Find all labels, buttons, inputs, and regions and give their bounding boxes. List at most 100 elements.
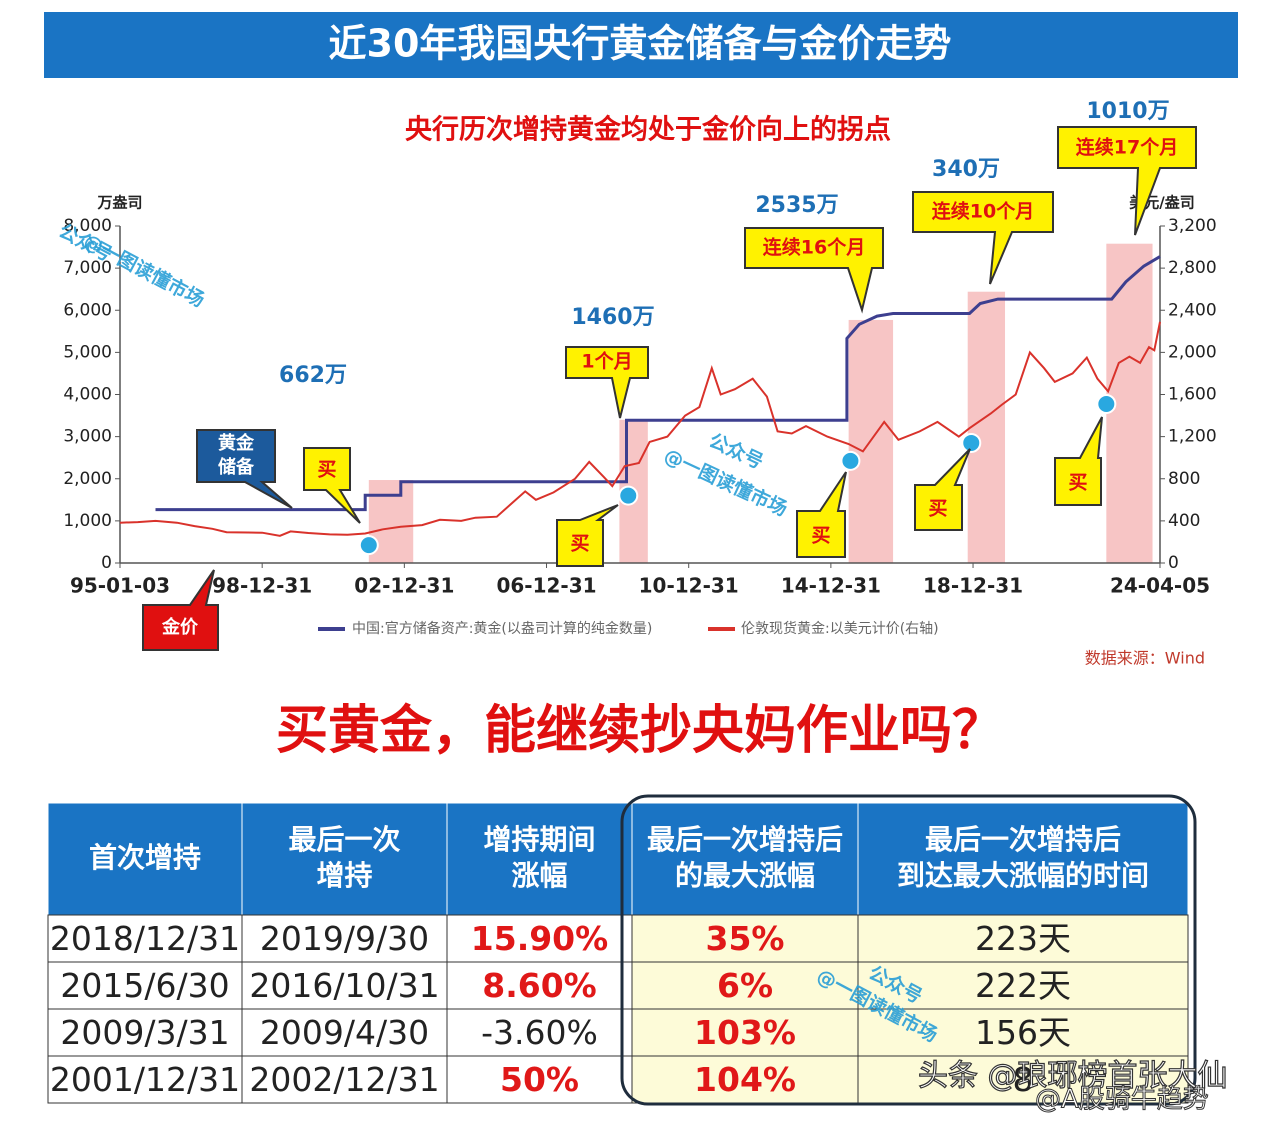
x-tick-label: 06-12-31 xyxy=(496,574,596,598)
header-text: 最后一次增持后 xyxy=(925,823,1121,856)
y2-tick-label: 1,600 xyxy=(1168,385,1217,405)
question: 买黄金，能继续抄央妈作业吗？ xyxy=(276,701,1004,761)
y2-tick-label: 800 xyxy=(1168,469,1200,489)
reserve-tag-text: 储备 xyxy=(217,456,255,478)
cell xyxy=(241,1055,448,1104)
x-tick-label: 18-12-31 xyxy=(923,574,1023,598)
y-tick-label: 0 xyxy=(101,553,112,573)
header-text: 最后一次增持后 xyxy=(647,823,843,856)
amount: 340万 xyxy=(932,157,1000,182)
title: 近30年我国央行黄金储备与金价走势 xyxy=(329,22,952,66)
cell-text: 2019/9/30 xyxy=(260,919,429,958)
cell xyxy=(446,1055,633,1104)
cell-text: 15.90% xyxy=(471,919,608,958)
cell xyxy=(446,914,633,963)
cell-text: 2009/4/30 xyxy=(260,1013,429,1052)
header-text: 到达最大涨幅的时间 xyxy=(897,859,1149,892)
cell xyxy=(241,1008,448,1057)
cell-text: 2018/12/31 xyxy=(50,919,240,958)
callout: 连续17个月 xyxy=(1076,136,1178,159)
callout-box xyxy=(744,227,884,314)
y2-tick-label: 2,400 xyxy=(1168,300,1217,320)
y-tick-label: 2,000 xyxy=(63,469,112,489)
cell xyxy=(446,1008,633,1057)
buy-label: 买 xyxy=(928,498,947,520)
title-banner xyxy=(44,12,1238,78)
buy-label: 买 xyxy=(1068,472,1087,494)
cell-text: 8.60% xyxy=(482,966,597,1005)
price-tag xyxy=(142,569,219,651)
highlight-band xyxy=(967,291,1006,563)
footer-watermark: 头条 @琅琊榜首张大仙 xyxy=(918,1059,1228,1094)
amount: 2535万 xyxy=(755,193,838,218)
y2-tick-label: 3,200 xyxy=(1168,216,1217,236)
table: 首次增持最后一次增持增持期间涨幅最后一次增持后的最大涨幅最后一次增持后到达最大涨… xyxy=(47,802,1189,1104)
header-text: 最后一次 xyxy=(288,823,400,856)
cell xyxy=(857,961,1189,1010)
callout: 连续10个月 xyxy=(932,200,1034,223)
y-tick-label: 6,000 xyxy=(63,300,112,320)
cell xyxy=(47,1055,243,1104)
cell-text: 2009/3/31 xyxy=(60,1013,229,1052)
buy-marker xyxy=(618,485,639,506)
y-tick-label: 7,000 xyxy=(63,258,112,278)
header-cell xyxy=(857,802,1189,916)
y-tick-label: 1,000 xyxy=(63,511,112,531)
cell-text: 50% xyxy=(500,1060,579,1099)
callout: 连续16个月 xyxy=(763,236,865,259)
header-text: 的最大涨幅 xyxy=(675,859,815,892)
source: 数据来源：Wind xyxy=(1085,649,1205,668)
header-text: 增持 xyxy=(316,859,372,892)
cell xyxy=(857,1008,1189,1057)
cell xyxy=(241,914,448,963)
x-tick-label: 95-01-03 xyxy=(70,574,170,598)
reserve-tag xyxy=(196,429,293,509)
legend-label: 伦敦现货黄金:以美元计价(右轴) xyxy=(741,620,939,637)
buy-box xyxy=(556,504,619,567)
cell xyxy=(241,961,448,1010)
series-line xyxy=(119,321,1161,537)
cell-text: 223天 xyxy=(975,919,1071,958)
cell-text: 104% xyxy=(694,1060,796,1099)
header-text: 增持期间 xyxy=(483,823,595,856)
cell-text: -3.60% xyxy=(481,1013,598,1052)
x-tick-label: 02-12-31 xyxy=(354,574,454,598)
buy-box xyxy=(303,447,361,524)
x-tick-label: 24-04-05 xyxy=(1110,574,1210,598)
buy-marker xyxy=(1096,393,1117,414)
x-tick-label: 14-12-31 xyxy=(781,574,881,598)
buy-marker xyxy=(358,535,379,556)
y-tick-label: 4,000 xyxy=(63,385,112,405)
y-axis-label: 万盎司 xyxy=(96,194,142,212)
cell-text: 156天 xyxy=(975,1013,1071,1052)
y2-tick-label: 2,800 xyxy=(1168,258,1217,278)
callout-box xyxy=(912,191,1054,285)
amount: 1460万 xyxy=(571,305,654,330)
cell xyxy=(857,914,1189,963)
buy-marker xyxy=(961,432,982,453)
cell-text: 222天 xyxy=(975,966,1071,1005)
header-cell xyxy=(47,802,243,916)
reserve-tag-text: 黄金 xyxy=(218,432,255,454)
cell-text: 103% xyxy=(694,1013,796,1052)
callouts: 1个月 连续16个月 连续10个月 连续17个月 买 买 买 买 买 黄金 储备… xyxy=(55,99,1197,651)
x-tick-label: 98-12-31 xyxy=(212,574,312,598)
x-tick-label: 10-12-31 xyxy=(639,574,739,598)
y2-tick-label: 2,000 xyxy=(1168,342,1217,362)
buy-box xyxy=(1054,416,1103,506)
y2-tick-label: 400 xyxy=(1168,511,1200,531)
plot: 0 1,000 2,000 3,000 4,000 5,000 6,000 7,000 8,00… xyxy=(63,216,1216,598)
callout-box xyxy=(1057,126,1197,236)
cell xyxy=(631,1008,859,1057)
amount: 1010万 xyxy=(1086,99,1169,124)
buy-box xyxy=(796,471,847,558)
cell xyxy=(857,1055,1189,1104)
footer-watermark: @A股骑牛趋势 xyxy=(1035,1085,1209,1115)
callout-box xyxy=(565,346,649,419)
buy-marker xyxy=(840,450,861,471)
cell-text: 6% xyxy=(717,966,773,1005)
y2-tick-label: 0 xyxy=(1168,553,1179,573)
legend-label: 中国:官方储备资产:黄金(以盎司计算的纯金数量) xyxy=(352,620,652,637)
y-tick-label: 3,000 xyxy=(63,427,112,447)
